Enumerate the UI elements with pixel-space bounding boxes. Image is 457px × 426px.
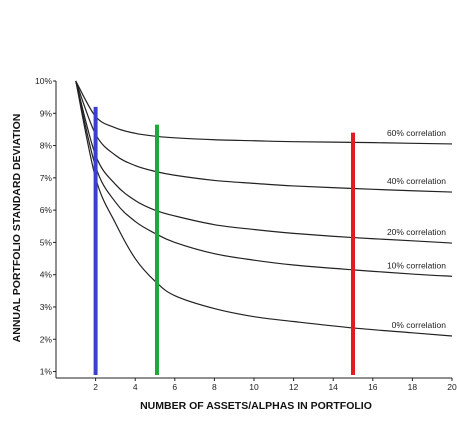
y-tick-label: 3% <box>40 302 53 312</box>
series-label: 0% correlation <box>392 320 447 330</box>
series-line <box>75 80 453 277</box>
x-axis-title: NUMBER OF ASSETS/ALPHAS IN PORTFOLIO <box>140 400 372 412</box>
series-line <box>75 80 453 193</box>
series-label: 20% correlation <box>387 227 446 237</box>
x-tick-label: 18 <box>408 382 418 392</box>
y-tick-label: 1% <box>40 367 53 377</box>
y-tick-label: 6% <box>40 205 53 215</box>
y-tick-label: 7% <box>40 173 53 183</box>
x-tick-label: 6 <box>172 382 177 392</box>
y-axis-title: ANNUAL PORTFOLIO STANDARD DEVIATION <box>11 114 23 343</box>
x-tick-label: 2 <box>93 382 98 392</box>
x-tick-label: 10 <box>249 382 259 392</box>
series-lines <box>75 80 453 337</box>
y-tick-label: 4% <box>40 270 53 280</box>
x-tick-label: 16 <box>368 382 378 392</box>
y-tick-label: 8% <box>40 141 53 151</box>
x-tick-label: 14 <box>328 382 338 392</box>
x-tick-label: 4 <box>133 382 138 392</box>
x-tick-label: 8 <box>212 382 217 392</box>
x-tick-labels: 2 4 6 8 10 12 14 16 18 20 <box>93 378 457 392</box>
series-line <box>75 80 453 337</box>
series-label: 40% correlation <box>387 176 446 186</box>
x-tick-label: 12 <box>289 382 299 392</box>
x-tick-label: 20 <box>447 382 457 392</box>
y-tick-labels: 1% 2% 3% 4% 5% 6% 7% 8% 9% 10% <box>35 76 56 377</box>
vertical-markers <box>93 106 355 375</box>
series-line <box>75 80 453 244</box>
series-line <box>75 80 453 145</box>
series-label: 10% correlation <box>387 260 446 270</box>
y-tick-label: 2% <box>40 334 53 344</box>
series-label: 60% correlation <box>387 128 446 138</box>
y-tick-label: 9% <box>40 108 53 118</box>
series-labels: 60% correlation 40% correlation 20% correl… <box>387 128 446 330</box>
y-tick-label: 5% <box>40 237 53 247</box>
y-tick-label: 10% <box>35 76 52 86</box>
